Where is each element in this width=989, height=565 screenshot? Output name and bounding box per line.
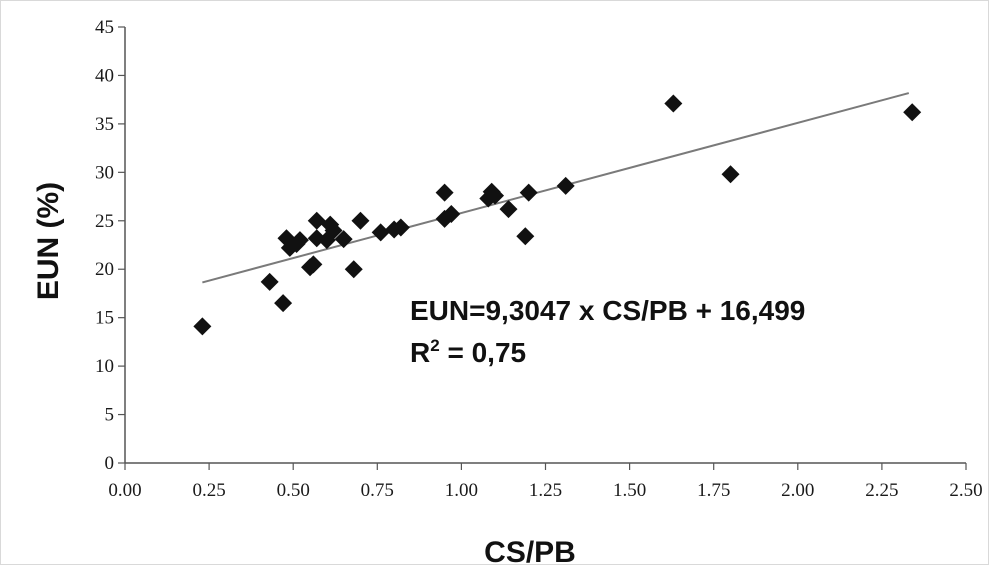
x-tick-label: 1.00 [445,480,478,501]
data-point [334,230,353,249]
data-point [519,183,538,202]
y-tick-label: 15 [95,308,114,329]
data-point [304,255,323,274]
data-point [556,176,575,195]
trendline [202,92,910,284]
data-point [391,218,410,237]
x-tick-label: 0.50 [277,480,310,501]
y-axis-title: EUN (%) [32,182,65,300]
data-point [290,231,309,250]
x-tick-label: 2.25 [865,480,898,501]
x-axis-title: CS/PB [484,536,576,565]
x-tick-label: 2.00 [781,480,814,501]
y-tick-label: 25 [95,211,114,232]
x-tick-label: 0.25 [192,480,225,501]
r-squared-prefix: R [410,337,430,368]
y-tick-label: 30 [95,162,114,183]
data-point [499,200,518,219]
x-tick-label: 1.25 [529,480,562,501]
data-point [274,294,293,313]
data-points [193,94,922,336]
x-tick-label: 1.75 [697,480,730,501]
data-point [721,165,740,184]
y-tick-label: 10 [95,356,114,377]
tick-labels: 0.00 0.25 0.50 0.75 1.00 1.25 1.50 1.75 2.00 2.25… [95,17,983,501]
y-tick-label: 5 [105,405,115,426]
data-point [307,211,326,230]
data-point [351,211,370,230]
data-point [193,317,212,336]
y-tick-label: 45 [95,17,114,38]
trendline-layer [202,92,910,284]
x-tick-label: 0.75 [361,480,394,501]
y-tick-label: 35 [95,114,114,135]
x-tick-label: 2.50 [949,480,982,501]
x-tick-label: 0.00 [108,480,141,501]
data-point [324,221,343,240]
y-tick-label: 20 [95,259,114,280]
data-point [442,204,461,223]
y-tick-label: 0 [105,453,115,474]
r-squared-value: = 0,75 [440,337,526,368]
r-squared-superscript: 2 [430,336,439,355]
data-point [516,227,535,246]
axes [118,26,967,470]
data-point [371,223,390,242]
regression-equation: EUN=9,3047 x CS/PB + 16,499 [410,295,805,326]
data-point [664,94,683,113]
x-tick-label: 1.50 [613,480,646,501]
data-point [260,272,279,291]
data-point [435,183,454,202]
y-tick-label: 40 [95,65,114,86]
data-point [903,103,922,122]
data-point [344,260,363,279]
r-squared: R2 = 0,75 [410,336,526,368]
data-point [486,186,505,205]
